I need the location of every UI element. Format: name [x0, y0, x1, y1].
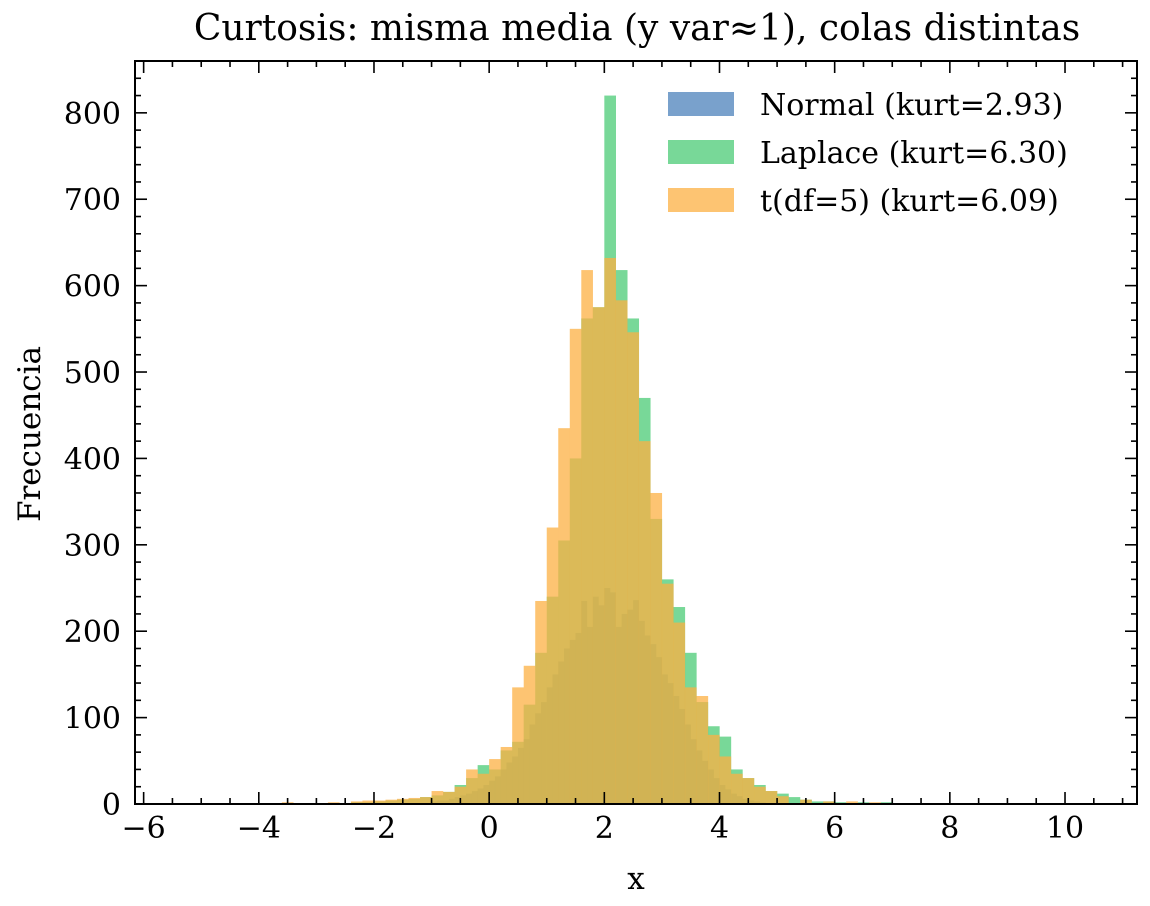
- bar-series2-bin43: [846, 801, 858, 804]
- bar-series2-bin29: [650, 492, 663, 804]
- bar-series1-bin40: [788, 797, 801, 804]
- y-axis-label: Frecuencia: [12, 346, 48, 522]
- bar-series2-bin24: [592, 307, 605, 804]
- chart-title: Curtosis: misma media (y var≈1), colas d…: [194, 8, 1080, 49]
- bar-series2-bin13: [466, 769, 478, 804]
- ticks-layer: [135, 60, 1137, 805]
- x-tick-label: 0: [480, 811, 499, 846]
- x-tick-label: 8: [940, 811, 959, 846]
- bar-series1-bin42: [811, 801, 824, 804]
- x-tick-label: −4: [237, 811, 281, 846]
- bar-series2-bin6: [385, 799, 398, 804]
- bar-series2-bin25: [604, 257, 616, 805]
- bar-series2-bin8: [408, 797, 421, 804]
- bar-series2-bin22: [569, 328, 582, 804]
- legend-label-0: Normal (kurt=2.93): [760, 88, 1063, 123]
- bars-layer: [166, 95, 904, 805]
- bar-series2-bin32: [684, 687, 697, 804]
- legend-swatch-0: [668, 92, 734, 116]
- legend-swatch-1: [668, 140, 734, 164]
- bar-series2-bin42: [823, 801, 835, 804]
- legend-swatch-2: [668, 188, 734, 212]
- bar-series2-bin16: [500, 746, 513, 804]
- bar-series2-bin34: [707, 734, 720, 804]
- x-tick-label: 10: [1046, 811, 1084, 846]
- legend-label-1: Laplace (kurt=6.30): [760, 136, 1068, 171]
- bar-series2-bin14: [477, 773, 490, 804]
- y-tick-label: 600: [64, 270, 121, 305]
- bar-series2-bin15: [489, 759, 501, 804]
- bar-series2-bin12: [454, 786, 467, 804]
- bar-series2-bin26: [615, 300, 628, 804]
- bar-series2-bin31: [673, 622, 686, 804]
- bar-series2-bin10: [431, 791, 444, 804]
- series-2: [166, 257, 904, 805]
- y-tick-label: 100: [64, 702, 121, 737]
- legend-label-2: t(df=5) (kurt=6.09): [760, 184, 1059, 219]
- x-axis-label: x: [627, 861, 645, 897]
- bar-series2-bin3: [350, 801, 363, 804]
- y-tick-label: 300: [64, 529, 121, 564]
- bar-series2-bin9: [420, 797, 432, 804]
- y-tick-label: 400: [64, 442, 121, 477]
- bar-series2-bin28: [638, 441, 651, 804]
- bar-series2-bin17: [512, 687, 524, 804]
- bar-series2-bin38: [754, 786, 766, 804]
- plot-frame: [134, 60, 1138, 805]
- bar-series2-bin30: [661, 583, 674, 804]
- y-tick-label: 700: [64, 183, 121, 218]
- bar-series2-bin4: [362, 800, 375, 804]
- y-tick-label: 200: [64, 615, 121, 650]
- bar-series2-bin11: [443, 791, 455, 804]
- bar-series2-bin35: [719, 756, 732, 804]
- x-tick-label: 4: [710, 811, 729, 846]
- x-tick-label: 6: [825, 811, 844, 846]
- bar-series2-bin36: [731, 773, 743, 804]
- y-tick-label: 0: [102, 788, 121, 823]
- y-tick-label: 800: [64, 97, 121, 132]
- x-tick-label: −6: [122, 811, 166, 846]
- bar-series2-bin23: [581, 270, 593, 805]
- bar-series2-bin18: [523, 665, 536, 804]
- y-tick-label: 500: [64, 356, 121, 391]
- bar-series2-bin21: [558, 428, 570, 804]
- bar-series2-bin19: [535, 600, 547, 804]
- bar-series2-bin27: [627, 332, 640, 804]
- x-tick-label: −2: [352, 811, 396, 846]
- x-tick-label: 2: [595, 811, 614, 846]
- bar-series2-bin33: [696, 696, 709, 804]
- legend: Normal (kurt=2.93) Laplace (kurt=6.30) t(d…: [668, 88, 1068, 219]
- bar-series2-bin40: [777, 796, 789, 804]
- bar-series2-bin5: [373, 800, 386, 804]
- bar-series2-bin39: [765, 791, 778, 804]
- bar-series2-bin37: [742, 778, 755, 804]
- bar-series2-bin20: [546, 527, 559, 804]
